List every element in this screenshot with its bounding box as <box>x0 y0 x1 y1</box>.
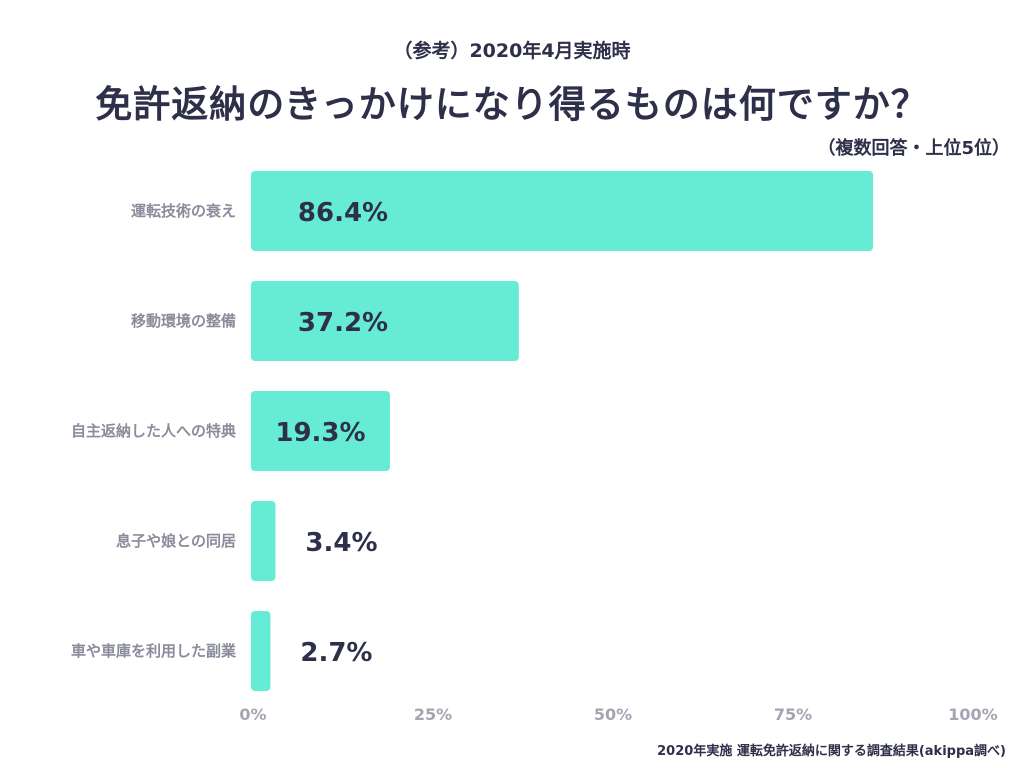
category-label: 運転技術の衰え <box>131 202 236 220</box>
bar-1 <box>251 171 874 251</box>
bar-4 <box>251 501 276 581</box>
value-label: 86.4% <box>298 198 388 228</box>
bar-5 <box>251 611 271 691</box>
chart-title: 免許返納のきっかけになり得るものは何ですか？ <box>95 83 929 126</box>
chart-note: （複数回答・上位5位） <box>817 138 1010 159</box>
bar-2 <box>251 281 519 361</box>
category-label: 移動環境の整備 <box>131 312 236 330</box>
category-label: 車や車庫を利用した副業 <box>71 642 237 660</box>
chart-subtitle: （参考）2020年4月実施時 <box>393 40 631 62</box>
bar-3 <box>251 391 390 471</box>
value-label: 19.3% <box>275 418 365 448</box>
x-tick-label: 25% <box>414 705 452 724</box>
category-label: 息子や娘との同居 <box>116 532 236 550</box>
value-label: 37.2% <box>298 308 388 338</box>
value-label: 2.7% <box>300 638 372 668</box>
value-label: 3.4% <box>305 528 377 558</box>
category-label: 自主返納した人への特典 <box>71 422 236 440</box>
x-tick-label: 75% <box>774 705 812 724</box>
x-tick-label: 50% <box>594 705 632 724</box>
x-tick-label: 100% <box>948 705 997 724</box>
x-tick-label: 0% <box>239 705 266 724</box>
source-note: 2020年実施 運転免許返納に関する調査結果(akippa調べ) <box>657 744 1006 759</box>
